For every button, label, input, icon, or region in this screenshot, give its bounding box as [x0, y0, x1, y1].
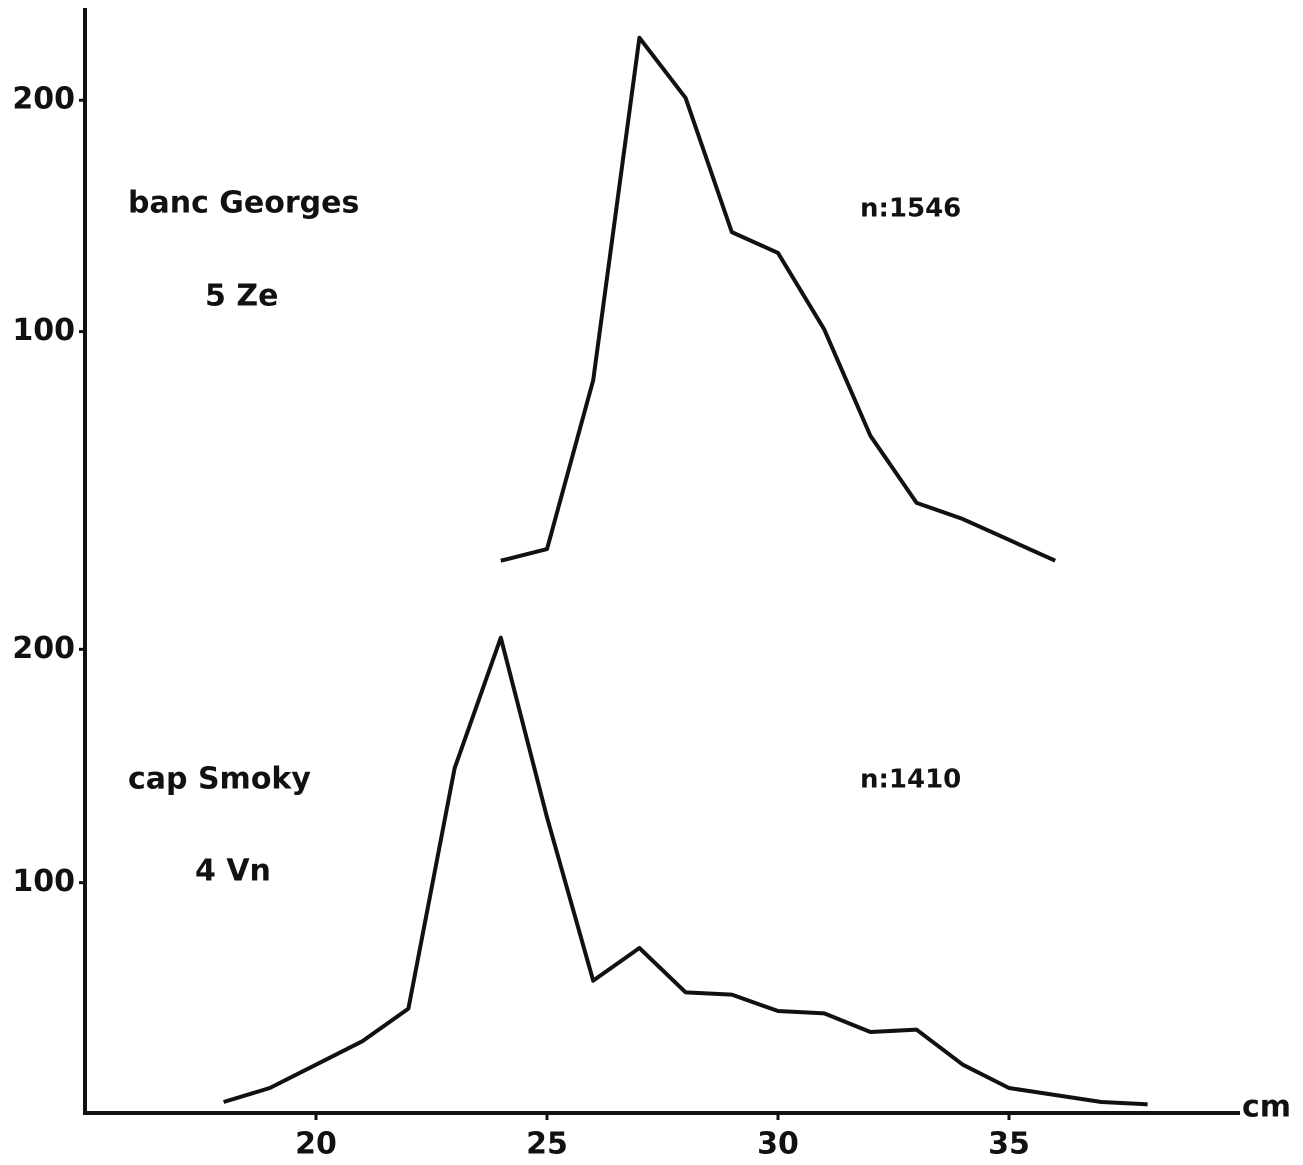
data-line — [223, 635, 1148, 1107]
annotation: n:1546 — [860, 194, 961, 224]
x-tick-label: 30 — [757, 1127, 799, 1162]
annotation: 4 Vn — [195, 854, 271, 889]
y-tick-label: 200 — [12, 82, 75, 117]
x-tick-label: 35 — [988, 1127, 1030, 1162]
annotation: n:1410 — [860, 765, 961, 795]
x-tick-label: 20 — [295, 1127, 337, 1162]
x-tick-label: 25 — [526, 1127, 568, 1162]
data-line — [500, 35, 1057, 563]
x-axis-label: cm — [1242, 1090, 1291, 1125]
y-tick-label: 100 — [12, 864, 75, 899]
annotation: banc Georges — [128, 186, 359, 221]
y-tick-label: 200 — [12, 631, 75, 666]
annotation: cap Smoky — [128, 762, 311, 797]
annotation: 5 Ze — [205, 279, 278, 314]
y-tick-label: 100 — [12, 313, 75, 348]
